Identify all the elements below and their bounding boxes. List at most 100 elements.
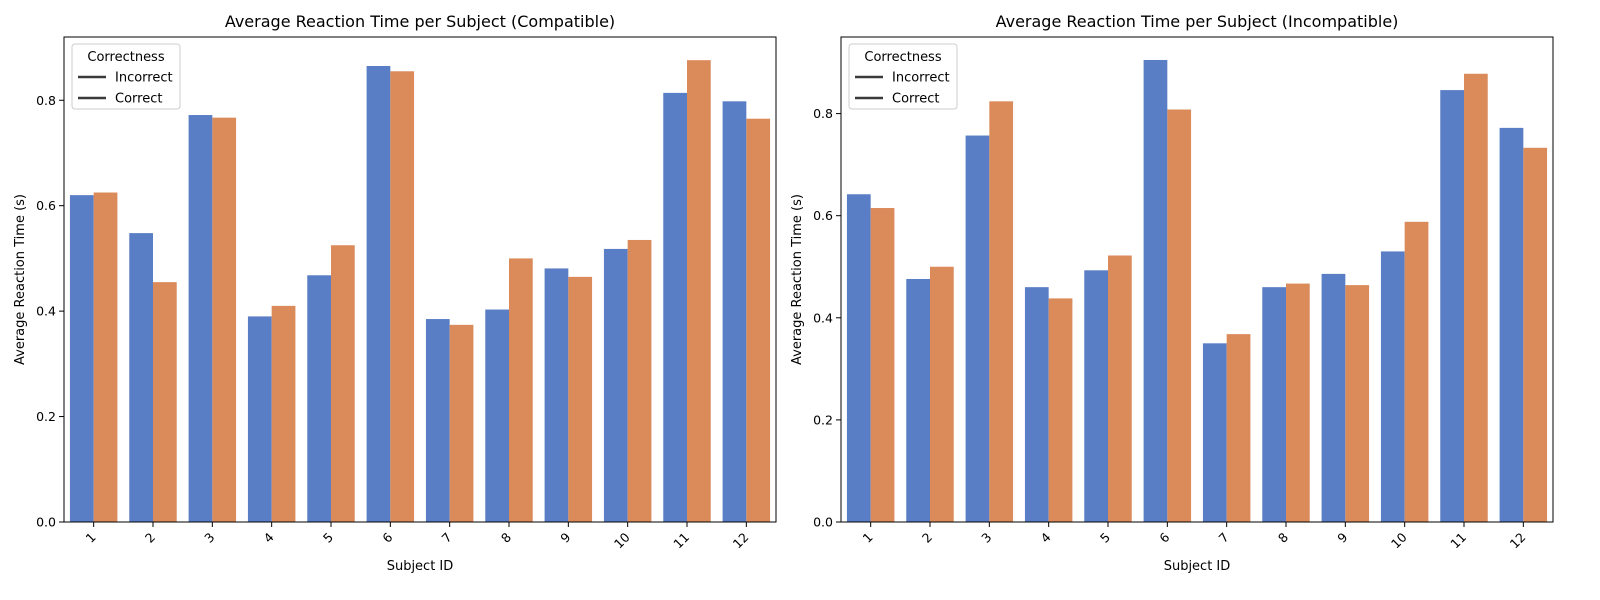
bar-correct-subject-3	[212, 117, 237, 523]
y-axis-label: Average Reaction Time (s)	[790, 194, 805, 365]
x-tick-label: 7	[1216, 530, 1232, 546]
y-tick-label: 0.2	[36, 409, 56, 424]
x-tick-label: 4	[261, 529, 277, 545]
y-tick-label: 0.0	[36, 515, 56, 530]
bar-incorrect-subject-12	[1499, 127, 1524, 522]
plot-frame	[63, 36, 777, 523]
legend-title: Correctness	[87, 50, 164, 65]
y-tick-label: 0.4	[813, 310, 833, 325]
y-tick-label: 0.8	[813, 106, 833, 121]
y-tick-label: 0.4	[36, 304, 56, 319]
y-tick-label: 0.8	[36, 93, 56, 108]
x-tick-label: 3	[978, 530, 994, 546]
bar-correct-subject-11	[687, 60, 711, 523]
bar-correct-subject-9	[1345, 285, 1370, 522]
x-tick-label: 9	[1334, 529, 1350, 545]
bar-incorrect-subject-8	[1262, 287, 1286, 522]
bar-correct-subject-4	[271, 305, 296, 522]
legend-box	[848, 43, 958, 110]
chart-title: Average Reaction Time per Subject (Incom…	[996, 12, 1399, 31]
bar-correct-subject-5	[1108, 255, 1132, 523]
legend-entry-incorrect: Incorrect	[115, 71, 173, 86]
bar-incorrect-subject-5	[1084, 270, 1108, 522]
bar-incorrect-subject-10	[603, 248, 628, 522]
x-tick-label: 1	[83, 530, 99, 546]
legend-entry-correct: Correct	[115, 92, 162, 107]
bar-correct-subject-7	[449, 324, 474, 522]
x-tick-label: 11	[670, 530, 692, 552]
legend-title: Correctness	[864, 50, 941, 65]
bar-incorrect-subject-11	[663, 92, 687, 522]
x-tick-label: 5	[320, 530, 336, 546]
x-tick-label: 2	[919, 530, 935, 546]
bar-correct-subject-10	[627, 239, 652, 522]
bar-correct-subject-6	[390, 71, 415, 523]
y-tick-label: 0.6	[813, 208, 833, 223]
bar-correct-subject-10	[1404, 221, 1429, 522]
x-tick-label: 12	[1507, 530, 1529, 552]
bar-incorrect-subject-9	[1321, 273, 1346, 522]
bar-correct-subject-8	[509, 258, 533, 522]
y-tick-label: 0.2	[813, 412, 833, 427]
chart-1: Average Reaction Time per Subject (Compa…	[13, 12, 777, 574]
bar-incorrect-subject-10	[1380, 251, 1405, 522]
x-tick-label: 9	[557, 529, 573, 545]
bar-incorrect-subject-3	[188, 115, 213, 523]
bar-incorrect-subject-3	[965, 135, 990, 522]
x-tick-label: 8	[1275, 529, 1291, 545]
bar-incorrect-subject-4	[247, 316, 272, 522]
x-tick-label: 6	[379, 529, 395, 545]
y-axis-label: Average Reaction Time (s)	[13, 194, 28, 365]
bar-correct-subject-1	[870, 208, 895, 523]
bar-correct-subject-12	[746, 118, 771, 522]
bar-correct-subject-6	[1167, 109, 1192, 522]
bar-correct-subject-11	[1464, 73, 1488, 522]
bar-correct-subject-5	[331, 245, 355, 522]
bar-incorrect-subject-1	[846, 194, 871, 522]
bar-correct-subject-8	[1286, 283, 1310, 522]
x-tick-label: 10	[611, 529, 633, 551]
x-tick-label: 11	[1447, 530, 1469, 552]
bar-correct-subject-9	[568, 276, 593, 522]
x-tick-label: 5	[1097, 530, 1113, 546]
legend: Correctness Incorrect Correct	[848, 43, 958, 110]
bar-correct-subject-2	[153, 282, 177, 522]
legend-entry-correct: Correct	[892, 92, 939, 107]
x-tick-label: 6	[1156, 529, 1172, 545]
bar-incorrect-subject-1	[69, 195, 94, 523]
x-axis-label: Subject ID	[387, 559, 454, 574]
bar-incorrect-subject-9	[544, 268, 569, 522]
x-tick-label: 2	[142, 530, 158, 546]
bar-incorrect-subject-2	[906, 278, 930, 522]
legend: Correctness Incorrect Correct	[71, 43, 181, 110]
plot-frame	[840, 36, 1554, 523]
legend-entry-incorrect: Incorrect	[892, 71, 950, 86]
bar-incorrect-subject-6	[366, 65, 391, 522]
bar-correct-subject-7	[1226, 334, 1251, 522]
bar-incorrect-subject-6	[1143, 59, 1168, 522]
x-tick-label: 1	[860, 530, 876, 546]
bar-incorrect-subject-4	[1024, 287, 1049, 522]
bar-incorrect-subject-7	[425, 319, 450, 522]
bar-incorrect-subject-12	[722, 101, 747, 522]
bar-correct-subject-4	[1048, 298, 1073, 522]
x-tick-label: 7	[439, 530, 455, 546]
x-tick-label: 10	[1388, 529, 1410, 551]
y-tick-label: 0.0	[813, 515, 833, 530]
x-tick-label: 3	[201, 530, 217, 546]
x-tick-label: 8	[498, 529, 514, 545]
bar-incorrect-subject-2	[129, 233, 153, 522]
bar-correct-subject-3	[989, 101, 1014, 522]
x-tick-label: 4	[1038, 529, 1054, 545]
y-tick-label: 0.6	[36, 198, 56, 213]
bar-incorrect-subject-5	[307, 275, 331, 522]
chart-title: Average Reaction Time per Subject (Compa…	[225, 12, 615, 31]
bar-correct-subject-2	[930, 266, 954, 522]
bar-correct-subject-1	[93, 192, 118, 523]
x-tick-label: 12	[730, 530, 752, 552]
bar-correct-subject-12	[1523, 147, 1548, 522]
bar-incorrect-subject-11	[1440, 90, 1464, 523]
bar-incorrect-subject-8	[485, 309, 509, 522]
x-axis-label: Subject ID	[1164, 559, 1231, 574]
